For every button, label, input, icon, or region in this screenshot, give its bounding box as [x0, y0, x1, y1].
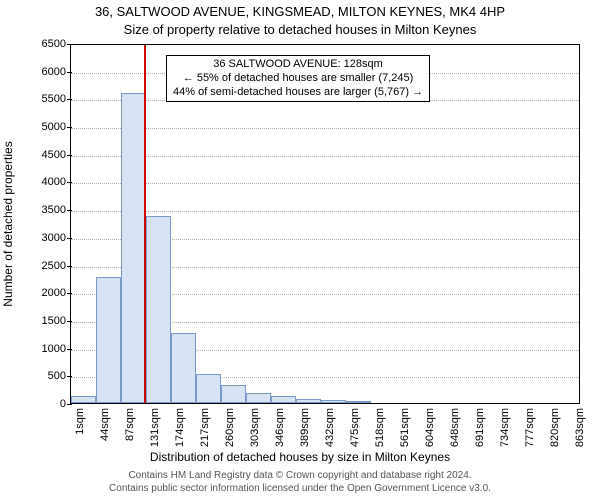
gridline — [71, 211, 579, 212]
x-tick: 174sqm — [174, 408, 186, 447]
y-axis-label: Number of detached properties — [1, 141, 15, 306]
x-tick: 648sqm — [449, 408, 461, 447]
annotation-line2: ← 55% of detached houses are smaller (7,… — [173, 72, 423, 86]
y-tick: 500 — [16, 370, 66, 382]
x-tick: 131sqm — [149, 408, 161, 447]
marker-line — [144, 45, 146, 403]
annotation-line1: 36 SALTWOOD AVENUE: 128sqm — [173, 58, 423, 72]
histogram-bar — [246, 393, 271, 403]
histogram-bar — [196, 374, 221, 403]
y-tick: 4000 — [16, 176, 66, 188]
gridline — [71, 156, 579, 157]
x-tick: 346sqm — [274, 408, 286, 447]
histogram-bar — [221, 385, 246, 403]
y-tick: 2500 — [16, 260, 66, 272]
x-tick: 561sqm — [399, 408, 411, 447]
x-tick: 389sqm — [299, 408, 311, 447]
x-tick: 691sqm — [474, 408, 486, 447]
y-tick: 3000 — [16, 232, 66, 244]
y-tick: 3500 — [16, 204, 66, 216]
x-tick: 260sqm — [224, 408, 236, 447]
footer-line2: Contains public sector information licen… — [0, 483, 600, 494]
x-tick: 475sqm — [349, 408, 361, 447]
footer-line1: Contains HM Land Registry data © Crown c… — [0, 470, 600, 481]
y-tick: 4500 — [16, 149, 66, 161]
y-tick: 2000 — [16, 287, 66, 299]
y-tick: 5000 — [16, 121, 66, 133]
histogram-bar — [296, 399, 321, 403]
x-tick: 87sqm — [124, 408, 136, 441]
y-tick: 6500 — [16, 38, 66, 50]
chart-title-line2: Size of property relative to detached ho… — [0, 22, 600, 37]
plot-area: 36 SALTWOOD AVENUE: 128sqm ← 55% of deta… — [70, 44, 580, 404]
histogram-bar — [321, 400, 346, 403]
gridline — [71, 183, 579, 184]
histogram-bar — [121, 93, 147, 403]
x-tick: 820sqm — [549, 408, 561, 447]
chart-title-line1: 36, SALTWOOD AVENUE, KINGSMEAD, MILTON K… — [0, 4, 600, 19]
histogram-bar — [346, 401, 371, 403]
histogram-bar — [71, 396, 96, 403]
x-tick: 863sqm — [574, 408, 586, 447]
x-tick: 777sqm — [524, 408, 536, 447]
histogram-bar — [171, 333, 196, 403]
y-tick: 0 — [16, 398, 66, 410]
x-tick: 1sqm — [74, 408, 86, 435]
x-tick: 734sqm — [499, 408, 511, 447]
x-tick: 432sqm — [324, 408, 336, 447]
x-tick: 217sqm — [199, 408, 211, 447]
y-tick: 1000 — [16, 343, 66, 355]
y-tick: 5500 — [16, 93, 66, 105]
histogram-bar — [146, 216, 171, 403]
x-tick: 303sqm — [249, 408, 261, 447]
y-tick: 6000 — [16, 66, 66, 78]
annotation-line3: 44% of semi-detached houses are larger (… — [173, 86, 423, 100]
gridline — [71, 128, 579, 129]
x-tick: 518sqm — [374, 408, 386, 447]
histogram-bar — [96, 277, 121, 403]
y-tick: 1500 — [16, 315, 66, 327]
histogram-chart: 36, SALTWOOD AVENUE, KINGSMEAD, MILTON K… — [0, 0, 600, 500]
x-tick: 44sqm — [99, 408, 111, 441]
annotation-box: 36 SALTWOOD AVENUE: 128sqm ← 55% of deta… — [166, 55, 430, 102]
x-axis-label: Distribution of detached houses by size … — [0, 450, 600, 464]
histogram-bar — [271, 396, 296, 403]
x-tick: 604sqm — [424, 408, 436, 447]
